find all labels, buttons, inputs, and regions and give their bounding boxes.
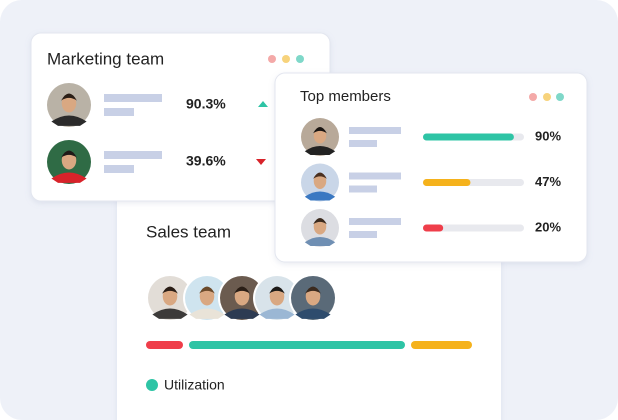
sales-bar-segment [146, 341, 183, 349]
sales-title: Sales team [146, 222, 231, 241]
top-members-title: Top members [300, 88, 391, 105]
top-members-card [274, 72, 588, 263]
sales-bar-segment [411, 341, 472, 349]
avatar-body [189, 308, 225, 319]
progress-bar [423, 133, 514, 141]
avatar-hair [61, 93, 77, 101]
avatar [289, 274, 337, 322]
avatar-face [234, 287, 250, 306]
avatar-body [259, 308, 295, 319]
avatar-body [51, 115, 87, 126]
avatar-hair [305, 286, 321, 294]
avatar-face [313, 127, 327, 144]
avatar [299, 116, 341, 158]
avatar-body [152, 308, 188, 319]
window-dot [556, 93, 564, 101]
avatar-hair [234, 286, 250, 294]
avatar [299, 207, 341, 249]
avatar-body [224, 308, 260, 319]
placeholder [104, 151, 162, 159]
avatar-body [295, 308, 331, 319]
avatar-body [304, 146, 336, 156]
avatar-face [313, 218, 327, 235]
legend-label: Utilization [164, 377, 225, 393]
avatar-face [162, 287, 178, 306]
placeholder [349, 231, 377, 238]
avatar-hair [199, 286, 215, 294]
marketing-value: 39.6% [186, 153, 226, 169]
avatar-hair [269, 286, 285, 294]
window-dot [282, 55, 290, 63]
legend-dot [146, 379, 158, 391]
placeholder [349, 172, 401, 180]
placeholder [104, 108, 134, 116]
placeholder [349, 127, 401, 134]
trend-up [258, 101, 268, 107]
avatar-hair [313, 172, 327, 179]
avatar-face [61, 151, 77, 170]
placeholder [349, 140, 377, 147]
placeholder [349, 218, 401, 225]
avatar-hair [313, 218, 327, 225]
window-dot [268, 55, 276, 63]
marketing-title: Marketing team [47, 49, 164, 68]
progress-label: 90% [535, 128, 561, 143]
avatar [218, 274, 266, 322]
marketing-value: 90.3% [186, 96, 226, 112]
avatar [299, 161, 341, 204]
avatar-body [51, 172, 87, 183]
placeholder [104, 165, 134, 173]
placeholder [104, 94, 162, 102]
avatar-face [61, 94, 77, 113]
avatar-body [304, 191, 336, 201]
avatar-face [313, 173, 327, 189]
sales-avatars [146, 274, 337, 322]
avatar [146, 274, 194, 322]
avatar-hair [162, 286, 178, 294]
window-dot [296, 55, 304, 63]
avatar-body [304, 237, 336, 247]
avatar-face [199, 287, 215, 306]
marketing-avatars [45, 81, 93, 186]
avatar [45, 138, 93, 186]
avatar [253, 274, 301, 322]
avatar-hair [313, 127, 327, 134]
progress-label: 47% [535, 174, 561, 189]
top-members-rows: 90% 47% 20% [299, 116, 561, 249]
progress-bar [423, 224, 444, 232]
window-dot [529, 93, 537, 101]
progress-track [423, 224, 524, 232]
avatar-face [269, 287, 285, 306]
avatar-face [305, 287, 321, 306]
trend-down [256, 159, 266, 165]
placeholder [349, 185, 377, 193]
sales-bar-segment [189, 341, 405, 349]
avatar-hair [61, 150, 77, 158]
avatar [183, 274, 231, 322]
progress-label: 20% [535, 219, 561, 234]
progress-bar [423, 179, 471, 186]
avatar [45, 81, 93, 129]
window-dot [543, 93, 551, 101]
